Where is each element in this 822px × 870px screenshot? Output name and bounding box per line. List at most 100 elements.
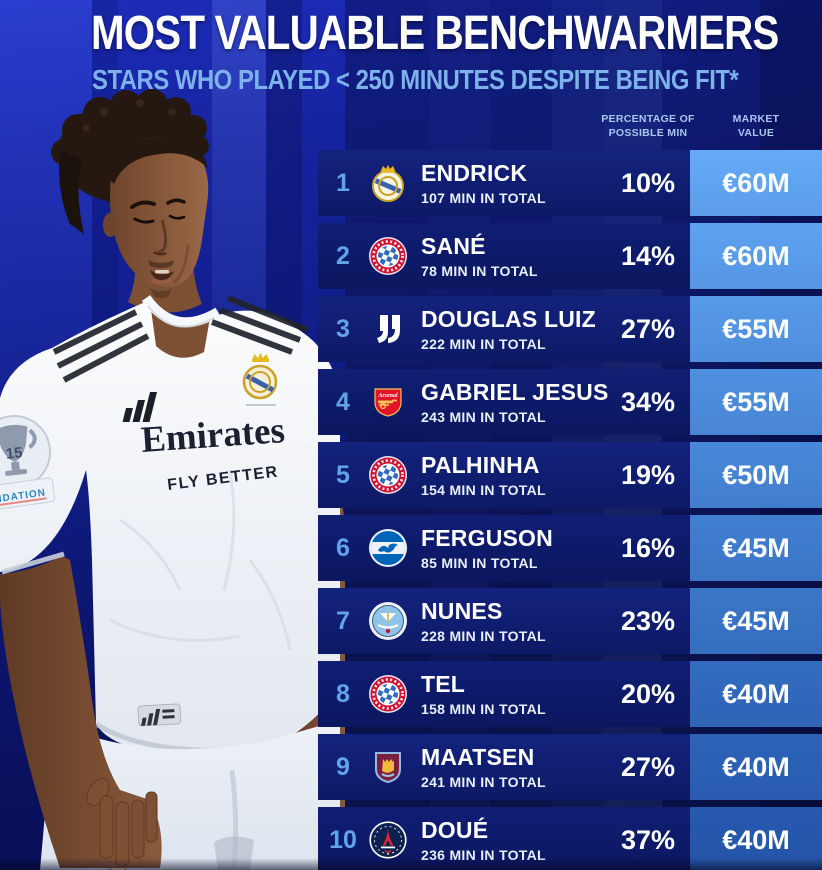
shoulder-stripes-right xyxy=(210,295,310,355)
brighton-crest-icon xyxy=(369,529,407,567)
jersey-hem-tag xyxy=(137,703,182,727)
market-value-cell: €55M xyxy=(690,296,822,362)
player-photo-panel: 15 NDATION Emirates xyxy=(0,0,345,870)
minutes-label: 107 MIN IN TOTAL xyxy=(421,190,546,206)
market-value-cell: €45M xyxy=(690,588,822,654)
percent-cell: 37% xyxy=(620,824,676,855)
column-header-market-value: MARKET VALUE xyxy=(732,113,780,140)
minutes-label: 85 MIN IN TOTAL xyxy=(421,555,538,571)
percent-cell: 10% xyxy=(620,167,676,198)
table-row: 7 NUNES 228 MIN IN TOTAL 23% €45M xyxy=(318,588,822,654)
manchester-city-crest-icon xyxy=(369,602,407,640)
rank-cell: 6 xyxy=(336,533,350,562)
player-info: SANÉ 78 MIN IN TOTAL xyxy=(421,233,538,279)
player-info: TEL 158 MIN IN TOTAL xyxy=(421,671,546,717)
aston-villa-crest-icon xyxy=(375,752,401,784)
minutes-label: 222 MIN IN TOTAL xyxy=(421,336,546,352)
player-info: NUNES 228 MIN IN TOTAL xyxy=(421,598,546,644)
club-badge-brighton xyxy=(368,528,408,568)
minutes-label: 228 MIN IN TOTAL xyxy=(421,628,546,644)
market-value-cell: €55M xyxy=(690,369,822,435)
minutes-label: 78 MIN IN TOTAL xyxy=(421,263,538,279)
player-name: PALHINHA xyxy=(421,452,540,478)
bayern-munich-crest-icon xyxy=(369,675,407,713)
rank-cell: 4 xyxy=(336,387,350,416)
minutes-label: 241 MIN IN TOTAL xyxy=(421,774,546,790)
column-header-percentage: PERCENTAGE OF POSSIBLE MIN xyxy=(601,113,695,140)
rank-cell: 8 xyxy=(336,679,350,708)
player-info: GABRIEL JESUS 243 MIN IN TOTAL xyxy=(421,379,609,425)
club-badge-bayern xyxy=(368,236,408,276)
player-name: DOUGLAS LUIZ xyxy=(421,306,596,332)
minutes-label: 154 MIN IN TOTAL xyxy=(421,482,546,498)
player-info: MAATSEN 241 MIN IN TOTAL xyxy=(421,744,546,790)
club-badge-man-city xyxy=(368,601,408,641)
rank-cell: 10 xyxy=(329,825,357,854)
market-value-cell: €45M xyxy=(690,515,822,581)
player-name: SANÉ xyxy=(421,233,486,259)
market-value-cell: €60M xyxy=(690,223,822,289)
table-row: 5 PALHINHA 154 MIN IN TOTAL 19% €50M xyxy=(318,442,822,508)
club-badge-aston-villa xyxy=(368,747,408,787)
player-name: TEL xyxy=(421,671,466,697)
percent-cell: 14% xyxy=(620,240,676,271)
table-row: 2 SANÉ 78 MIN IN TOTAL 14% €60M xyxy=(318,223,822,289)
market-value-cell: €40M xyxy=(690,661,822,727)
player-info: ENDRICK 107 MIN IN TOTAL xyxy=(421,160,546,206)
club-badge-bayern xyxy=(368,455,408,495)
ucl-winners-patch: 15 xyxy=(0,415,51,489)
svg-text:Arsenal: Arsenal xyxy=(377,393,398,399)
percent-cell: 20% xyxy=(620,678,676,709)
club-badge-real-madrid xyxy=(368,163,408,203)
rank-cell: 1 xyxy=(336,168,350,197)
club-badge-psg xyxy=(368,820,408,860)
player-name: MAATSEN xyxy=(421,744,535,770)
market-value-cell: €40M xyxy=(690,807,822,870)
table-row: 3 DOUGLAS LUIZ 222 MIN IN TOTAL 27% €55M xyxy=(318,296,822,362)
player-info: PALHINHA 154 MIN IN TOTAL xyxy=(421,452,546,498)
table-row: 4 Arsenal GABRIEL JESUS 243 MIN IN TOTAL… xyxy=(318,369,822,435)
percent-cell: 34% xyxy=(620,386,676,417)
market-value-cell: €40M xyxy=(690,734,822,800)
player-name: DOUÉ xyxy=(421,817,489,843)
club-badge-bayern xyxy=(368,674,408,714)
real-madrid-crest xyxy=(242,353,278,400)
percent-cell: 16% xyxy=(620,532,676,563)
percent-cell: 27% xyxy=(620,313,676,344)
ucl-patch-number: 15 xyxy=(5,444,23,463)
jersey-collar xyxy=(141,294,221,328)
player-name: NUNES xyxy=(421,598,503,624)
rank-cell: 3 xyxy=(336,314,350,343)
percent-cell: 27% xyxy=(620,751,676,782)
table-row: 1 ENDRICK 107 MIN IN TOTAL 10% €60M xyxy=(318,150,822,216)
percent-cell: 23% xyxy=(620,605,676,636)
player-info: DOUGLAS LUIZ 222 MIN IN TOTAL xyxy=(421,306,596,352)
player-left-arm xyxy=(0,556,162,868)
page-subtitle: STARS WHO PLAYED < 250 MINUTES DESPITE B… xyxy=(92,64,739,95)
table-row: 6 FERGUSON 85 MIN IN TOTAL 16% €45M xyxy=(318,515,822,581)
market-value-cell: €50M xyxy=(690,442,822,508)
juventus-crest-icon xyxy=(377,315,400,343)
rank-cell: 2 xyxy=(336,241,350,270)
club-badge-arsenal: Arsenal xyxy=(368,382,408,422)
player-info: FERGUSON 85 MIN IN TOTAL xyxy=(421,525,553,571)
player-info: DOUÉ 236 MIN IN TOTAL xyxy=(421,817,546,863)
shirt-sponsor-text: Emirates xyxy=(140,410,286,461)
minutes-label: 236 MIN IN TOTAL xyxy=(421,847,546,863)
player-jersey xyxy=(0,300,340,759)
shoulder-stripes-left xyxy=(52,309,150,383)
player-name: GABRIEL JESUS xyxy=(421,379,609,405)
page-title: MOST VALUABLE BENCHWARMERS xyxy=(91,7,779,60)
benchwarmers-table: 1 ENDRICK 107 MIN IN TOTAL 10% €60M 2 SA… xyxy=(318,150,822,870)
table-row: 10 DOUÉ 236 MIN IN TOTAL 37% €40M xyxy=(318,807,822,870)
player-chest xyxy=(150,302,210,358)
foundation-patch: NDATION xyxy=(0,477,56,511)
player-name: ENDRICK xyxy=(421,160,528,186)
player-head xyxy=(51,89,209,299)
rank-cell: 9 xyxy=(336,752,350,781)
table-row: 9 MAATSEN 241 MIN IN TOTAL 27% €40M xyxy=(318,734,822,800)
adidas-logo xyxy=(122,392,157,422)
player-name: FERGUSON xyxy=(421,525,553,551)
minutes-label: 243 MIN IN TOTAL xyxy=(421,409,546,425)
